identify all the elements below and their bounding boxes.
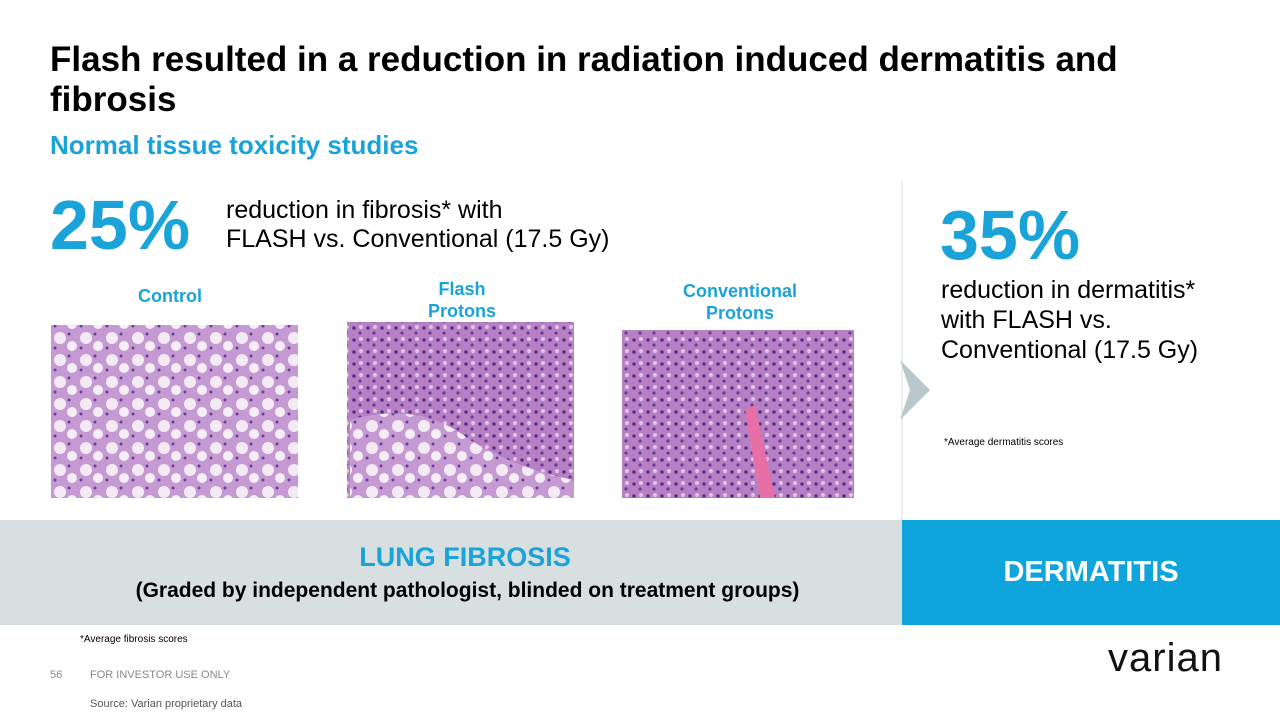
image-label: Conventional Protons — [660, 280, 820, 324]
line: reduction in dermatitis* — [941, 276, 1196, 304]
source: Source: Varian proprietary data — [90, 698, 243, 710]
line: Protons — [427, 301, 496, 321]
dermatitis-description: reduction in dermatitis* with FLASH vs. … — [941, 275, 1198, 365]
line: Conventional — [682, 281, 797, 301]
image-label: Flash Protons — [392, 278, 532, 322]
fibrosis-description: reduction in fibrosis* with FLASH vs. Co… — [226, 196, 610, 254]
footnote: *Average fibrosis scores — [80, 634, 188, 645]
title: Flash resulted in a reduction in radiati… — [50, 40, 1118, 119]
page-number: 56 — [50, 669, 63, 681]
banner-subtitle: (Graded by independent pathologist, blin… — [135, 579, 800, 602]
line: Flash — [438, 279, 486, 299]
banner — [902, 520, 1280, 625]
banner — [0, 520, 902, 625]
histology-image — [51, 325, 298, 498]
dermatitis-stat: 35% — [940, 196, 1081, 274]
image-label: Control — [100, 285, 240, 307]
histology-image — [622, 330, 854, 498]
notice: FOR INVESTOR USE ONLY — [90, 669, 231, 681]
line: Conventional (17.5 Gy) — [941, 336, 1199, 364]
histology-detail — [350, 413, 574, 498]
subtitle: Normal tissue toxicity studies — [50, 130, 419, 160]
line: Control — [138, 286, 202, 306]
line: FLASH vs. Conventional (17.5 Gy) — [226, 225, 610, 253]
histology-detail — [745, 405, 775, 498]
banner-title: LUNG FIBROSIS — [359, 542, 571, 572]
line: with FLASH vs. — [941, 306, 1112, 334]
line: Protons — [705, 303, 774, 323]
footnote: *Average dermatitis scores — [944, 437, 1064, 448]
line: reduction in fibrosis* with — [226, 196, 503, 224]
banner-title: DERMATITIS — [1003, 556, 1179, 588]
logo: varian — [1108, 636, 1223, 680]
fibrosis-stat: 25% — [50, 186, 191, 264]
chevron — [900, 360, 930, 420]
